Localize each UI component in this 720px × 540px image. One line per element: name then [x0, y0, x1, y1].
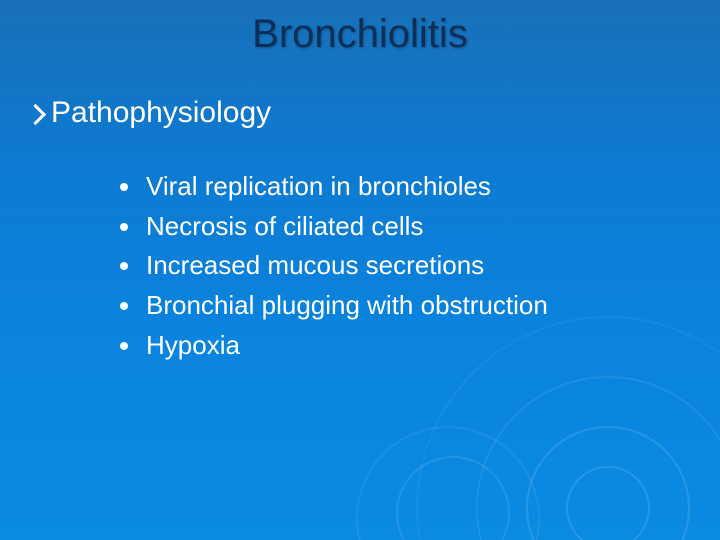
list-item: Bronchial plugging with obstruction: [120, 287, 548, 325]
ripple-decoration: [526, 426, 690, 540]
bullet-icon: [120, 302, 128, 310]
list-item: Necrosis of ciliated cells: [120, 208, 548, 246]
bullet-icon: [120, 262, 128, 270]
slide-title: Bronchiolitis: [0, 12, 720, 57]
ripple-decoration: [396, 456, 510, 540]
bullet-text: Hypoxia: [146, 327, 240, 365]
section-heading-row: Pathophysiology: [28, 96, 271, 130]
ripple-decoration: [566, 466, 650, 540]
bullet-list: Viral replication in bronchioles Necrosi…: [80, 168, 548, 366]
bullet-text: Bronchial plugging with obstruction: [146, 287, 548, 325]
ripple-decoration: [356, 426, 540, 540]
bullet-text: Increased mucous secretions: [146, 247, 484, 285]
bullet-icon: [120, 223, 128, 231]
section-heading: Pathophysiology: [51, 96, 271, 130]
chevron-icon: [25, 103, 46, 124]
list-item: Viral replication in bronchioles: [120, 168, 548, 206]
bullet-text: Necrosis of ciliated cells: [146, 208, 423, 246]
list-item: Hypoxia: [120, 327, 548, 365]
ripple-decoration: [476, 376, 720, 540]
slide: Bronchiolitis Pathophysiology Viral repl…: [0, 0, 720, 540]
list-item: Increased mucous secretions: [120, 247, 548, 285]
bullet-icon: [120, 342, 128, 350]
bullet-text: Viral replication in bronchioles: [146, 168, 491, 206]
bullet-icon: [120, 183, 128, 191]
